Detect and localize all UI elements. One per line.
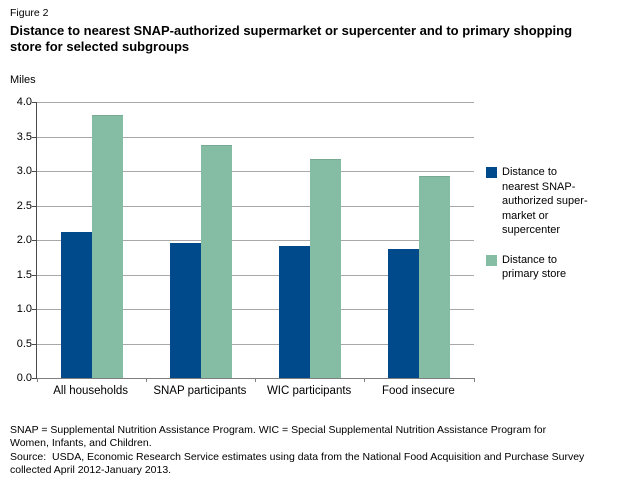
bar <box>419 176 451 378</box>
x-axis-tick <box>255 378 256 382</box>
category-label: All households <box>53 385 129 397</box>
bar <box>60 231 92 378</box>
x-axis-labels: All households SNAP participants WIC parti… <box>36 385 473 397</box>
y-tick-label: 4.0 <box>16 96 32 108</box>
legend-label-line: authorized super- <box>502 195 588 207</box>
y-axis-tick <box>32 274 37 276</box>
legend-label: Distance to primary store <box>502 253 566 282</box>
gridline <box>37 205 474 207</box>
gridline <box>37 102 474 103</box>
legend: Distance to nearest SNAP-authorized super… <box>486 165 614 297</box>
legend-swatch <box>486 167 497 178</box>
gridline <box>37 240 474 241</box>
x-axis-tick <box>473 378 475 382</box>
y-tick-label: 1.0 <box>16 303 32 315</box>
footnote-line-1: SNAP = Supplemental Nutrition Assistance… <box>10 424 547 436</box>
y-tick-label: 2.5 <box>16 199 32 212</box>
bar <box>200 145 232 378</box>
y-tick-label: 1.5 <box>16 268 32 281</box>
category-label: Food insecure <box>381 385 455 397</box>
gridline <box>37 343 474 345</box>
footnote-line-2: Women, Infants, and Children. <box>10 437 152 450</box>
figure-title-line-2: store for selected subgroups <box>10 39 190 54</box>
y-axis-tick <box>32 205 37 207</box>
x-axis-tick <box>145 378 147 382</box>
y-tick-label: 2.0 <box>16 234 32 246</box>
y-axis-labels: 0.0 0.5 1.0 1.5 2.0 2.5 3.0 3.5 4.0 <box>0 96 32 384</box>
gridline <box>37 171 474 172</box>
source-line-2: collected April 2012-January 2013. <box>10 464 172 477</box>
y-axis-tick <box>32 171 37 172</box>
figure-title-line-1: Distance to nearest SNAP-authorized supe… <box>10 23 573 38</box>
y-tick-label: 3.5 <box>16 130 32 143</box>
plot-area <box>32 102 475 382</box>
bar-group <box>365 102 474 378</box>
x-axis-tick <box>364 378 366 382</box>
figure-title: Distance to nearest SNAP-authorized supe… <box>10 23 572 55</box>
legend-label-line: nearest SNAP- <box>502 180 576 193</box>
bar <box>91 114 123 378</box>
legend-label-line: Distance to <box>502 166 558 178</box>
legend-swatch <box>486 254 497 266</box>
y-axis-tick <box>32 240 37 241</box>
y-axis-tick <box>32 136 37 138</box>
gridline <box>37 136 474 138</box>
bar <box>279 245 311 378</box>
bar-group <box>146 102 255 378</box>
gridline <box>37 309 474 310</box>
bar-group <box>37 102 146 378</box>
bar <box>388 249 420 378</box>
x-axis-tick <box>36 378 38 382</box>
source-line-1: Source: USDA, Economic Research Service … <box>10 450 585 463</box>
legend-label-line: supercenter <box>502 224 561 236</box>
y-axis-tick <box>32 309 37 310</box>
bar-group <box>256 102 365 378</box>
y-tick-label: 0.5 <box>16 337 32 350</box>
y-axis-title: Miles <box>10 74 36 86</box>
y-tick-label: 0.0 <box>16 372 32 384</box>
y-tick-label: 3.0 <box>16 165 32 177</box>
category-label: SNAP participants <box>153 385 247 397</box>
legend-label-line: Distance to <box>502 253 558 266</box>
legend-label-line: primary store <box>502 268 567 280</box>
legend-label: Distance to nearest SNAP-authorized super… <box>502 165 588 238</box>
legend-label-line: market or <box>502 209 549 222</box>
legend-item: Distance to primary store <box>486 253 614 282</box>
footnotes: SNAP = Supplemental Nutrition Assistance… <box>10 424 610 478</box>
category-label: WIC participants <box>266 385 352 397</box>
bar <box>310 159 342 378</box>
y-axis-tick <box>32 343 37 345</box>
gridline <box>37 274 474 276</box>
bar <box>169 242 201 378</box>
figure-label: Figure 2 <box>10 7 49 19</box>
y-axis-tick <box>32 378 37 379</box>
bar-groups <box>37 102 474 378</box>
y-axis-tick <box>32 102 37 103</box>
legend-item: Distance to nearest SNAP-authorized super… <box>486 165 614 238</box>
